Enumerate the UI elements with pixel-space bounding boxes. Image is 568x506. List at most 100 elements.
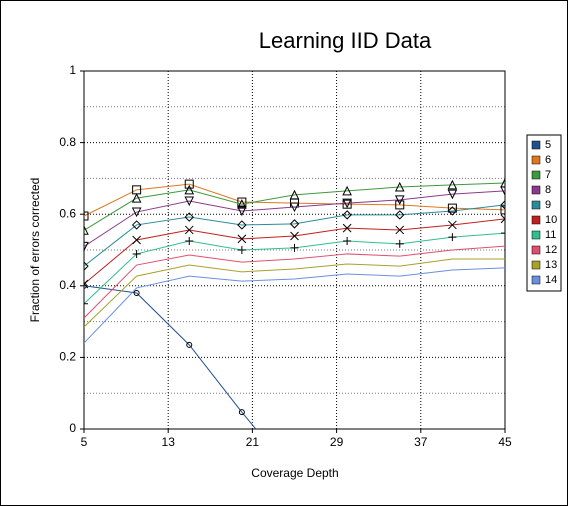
series-line [84, 285, 257, 429]
marker [84, 299, 88, 308]
marker [133, 289, 140, 296]
legend-swatch [531, 200, 541, 210]
legend-swatch [531, 140, 541, 150]
marker [342, 185, 352, 196]
marker [184, 212, 194, 222]
x-tick-label: 5 [81, 435, 88, 449]
marker [237, 246, 246, 254]
legend-swatch [531, 245, 541, 255]
marker [84, 225, 89, 235]
marker [84, 241, 89, 252]
marker [289, 219, 300, 229]
x-axis-label: Coverage Depth [251, 466, 338, 480]
marker [447, 189, 458, 200]
legend-label: 12 [545, 244, 557, 256]
marker [131, 207, 142, 218]
x-tick-label: 45 [498, 435, 512, 449]
marker [184, 179, 194, 189]
y-axis-label: Fraction of errors corrected [28, 178, 42, 323]
y-tick-label: 1 [69, 63, 76, 77]
marker [290, 231, 299, 241]
marker [184, 225, 194, 235]
marker [132, 235, 141, 245]
y-tick-label: 0.8 [59, 135, 76, 149]
marker [84, 261, 89, 271]
legend-label: 9 [545, 199, 551, 211]
marker [237, 220, 247, 230]
marker [237, 234, 247, 244]
legend-label: 11 [545, 229, 556, 241]
marker [237, 206, 247, 217]
series-line [84, 204, 505, 267]
plot-series [84, 177, 505, 429]
marker [500, 205, 505, 215]
series-line [84, 267, 505, 344]
legend-swatch [531, 260, 541, 270]
y-tick-label: 0.2 [59, 350, 76, 364]
marker [185, 237, 194, 246]
x-tick-label: 37 [414, 435, 428, 449]
marker [500, 214, 505, 224]
marker [237, 199, 247, 209]
y-tick-label: 0 [69, 421, 76, 435]
marker [448, 220, 457, 230]
legend-swatch [531, 170, 541, 180]
series-line [84, 245, 505, 319]
legend-swatch [531, 230, 541, 240]
marker [342, 210, 352, 220]
x-tick-label: 29 [330, 435, 344, 449]
marker [289, 189, 300, 200]
legend-swatch [531, 215, 541, 225]
marker [84, 282, 87, 289]
marker [289, 202, 300, 213]
legend-label: 6 [545, 154, 551, 166]
marker [395, 225, 405, 235]
marker [184, 196, 195, 207]
marker [342, 223, 352, 233]
marker [131, 220, 142, 230]
marker [394, 181, 405, 192]
marker [395, 200, 405, 210]
y-tick-label: 0.6 [59, 206, 76, 220]
marker [447, 179, 458, 190]
marker [132, 249, 141, 258]
marker [448, 233, 457, 242]
legend-label: 14 [545, 274, 557, 286]
marker [238, 409, 245, 416]
y-tick-label: 0.4 [59, 278, 76, 292]
x-tick-label: 13 [162, 435, 176, 449]
legend-label: 5 [545, 139, 551, 151]
series-line [84, 182, 505, 231]
marker [500, 177, 505, 188]
legend-label: 13 [545, 259, 557, 271]
series-line [84, 190, 505, 247]
marker [186, 341, 193, 348]
marker [342, 198, 352, 209]
chart-title: Learning IID Data [259, 28, 432, 53]
marker [237, 197, 247, 207]
marker [395, 210, 405, 220]
marker [184, 184, 195, 195]
marker [501, 229, 505, 238]
marker [290, 243, 299, 252]
x-tick-label: 21 [246, 435, 260, 449]
marker [395, 239, 404, 248]
marker [84, 211, 89, 221]
marker [394, 195, 405, 205]
series-line [84, 258, 505, 328]
marker [500, 186, 505, 197]
marker [131, 192, 142, 203]
legend-label: 10 [545, 214, 557, 226]
legend-swatch [531, 185, 541, 195]
marker [343, 237, 352, 246]
legend-label: 8 [545, 184, 551, 196]
legend-swatch [531, 275, 541, 285]
marker [500, 200, 505, 210]
legend-label: 7 [545, 169, 551, 181]
marker [84, 279, 89, 289]
legend-swatch [531, 155, 541, 165]
marker [447, 206, 458, 216]
marker [447, 203, 457, 213]
